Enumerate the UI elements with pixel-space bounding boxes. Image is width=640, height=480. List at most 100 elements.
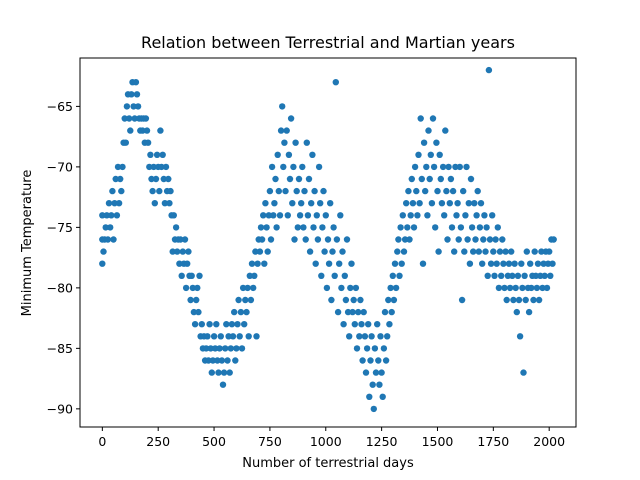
data-point-289 [419,260,427,267]
data-point-306 [438,200,446,207]
data-point-82 [188,272,195,279]
data-point-206 [327,200,334,207]
data-point-362 [501,284,508,292]
data-point-119 [229,333,237,340]
data-point-74 [179,248,186,255]
data-point-285 [415,151,422,158]
data-point-256 [382,357,390,364]
data-point-349 [486,236,494,243]
data-point-403 [547,272,554,279]
data-point-97 [205,357,212,364]
data-point-276 [405,187,412,195]
data-point-182 [300,224,307,231]
data-point-169 [285,151,293,158]
data-point-104 [213,321,220,328]
data-point-235 [359,357,366,364]
data-point-277 [406,236,413,243]
data-point-12 [110,236,117,243]
data-point-65 [169,248,176,255]
data-point-331 [466,260,474,267]
data-point-153 [267,236,275,243]
data-point-38 [139,127,146,134]
data-point-157 [272,175,279,183]
data-point-113 [223,321,230,328]
data-point-47 [149,187,156,195]
data-point-158 [273,224,280,231]
data-point-401 [544,260,552,267]
y-tick-label: −85 [47,341,73,356]
data-point-295 [426,175,433,183]
data-point-194 [313,212,320,219]
data-point-219 [341,272,348,279]
data-point-318 [452,163,459,171]
data-point-85 [191,321,199,328]
data-point-257 [384,333,391,340]
data-point-13 [111,200,118,207]
data-point-397 [540,260,547,267]
x-tick-label: 1750 [477,434,509,449]
data-point-14 [112,175,119,183]
data-point-395 [538,248,545,255]
y-tick-label: −75 [47,220,73,235]
data-point-288 [418,175,425,183]
data-point-377 [518,260,525,267]
x-axis-label: Number of terrestrial days [242,456,414,471]
data-point-344 [481,212,488,219]
data-point-346 [483,224,490,231]
data-point-347 [484,272,491,279]
data-point-143 [256,248,264,255]
data-point-108 [217,333,224,340]
data-point-207 [328,296,335,304]
data-point-369 [509,272,516,279]
data-point-244 [369,381,376,388]
data-point-322 [456,163,463,171]
data-point-338 [474,187,481,195]
data-point-370 [510,296,517,304]
data-point-303 [435,248,442,255]
data-point-149 [263,224,270,231]
data-point-68 [172,224,180,231]
data-point-110 [219,381,227,388]
data-point-263 [390,296,398,304]
data-point-58 [161,200,169,207]
x-tick-label: 1000 [310,434,342,449]
data-point-2 [99,212,106,219]
data-point-127 [238,345,246,352]
data-point-382 [523,248,530,255]
data-point-218 [340,321,347,328]
data-point-357 [495,284,503,292]
data-point-128 [239,284,247,292]
data-point-232 [356,333,363,340]
data-point-208 [329,248,336,255]
data-point-224 [347,284,354,292]
y-axis-ticks: −90 −85 −80 −75 −70 −65 [47,99,80,416]
data-point-96 [204,333,211,340]
data-point-26 [126,115,133,122]
data-point-164 [280,163,287,171]
data-point-192 [311,187,318,195]
data-point-221 [343,236,351,243]
data-point-171 [287,115,295,122]
data-point-100 [208,369,215,376]
data-point-270 [398,260,405,267]
data-point-317 [451,248,458,255]
data-point-286 [416,200,423,207]
data-point-32 [132,79,140,86]
data-point-197 [317,200,324,207]
data-point-281 [410,224,418,231]
data-point-34 [134,103,142,110]
data-point-88 [195,308,202,316]
data-point-309 [442,127,449,134]
data-point-310 [443,187,450,195]
data-point-258 [385,296,392,304]
data-point-284 [414,212,421,219]
data-point-398 [541,272,548,279]
data-point-227 [350,296,357,304]
data-point-200 [320,187,327,195]
data-point-24 [123,103,131,110]
data-point-374 [514,272,522,279]
data-point-9 [107,224,114,231]
data-point-302 [434,187,441,195]
data-point-350 [487,260,495,267]
data-point-109 [218,357,226,364]
